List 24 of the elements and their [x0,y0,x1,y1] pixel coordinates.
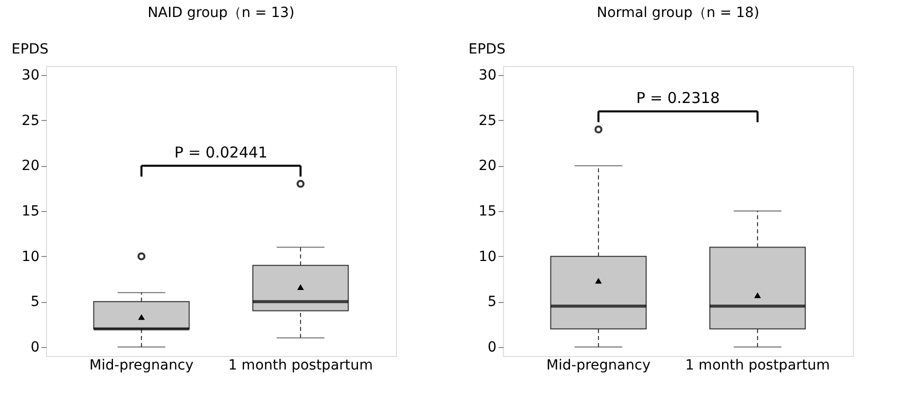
y-tick-label: 0 [488,339,496,356]
y-tick-label: 20 [22,158,40,174]
y-tick-label: 5 [488,294,496,310]
y-tick-label: 30 [22,68,40,84]
y-tick-label: 10 [478,248,496,265]
chart-title: NAID group（n = 13) [148,5,294,21]
y-tick-label: 25 [478,112,496,129]
x-tick-label: Mid-pregnancy [89,358,194,374]
chart-title: Normal group（n = 18) [596,5,760,21]
y-axis-title: EPDS [12,42,49,58]
y-tick-label: 10 [22,248,40,265]
x-tick-label: 1 month postpartum [228,358,373,374]
y-tick-label: 20 [478,158,496,174]
x-tick-label: 1 month postpartum [685,358,830,374]
y-tick-label: 25 [22,112,40,129]
annotation: P = 0.02441 [174,143,268,162]
y-tick-label: 30 [478,68,496,84]
x-tick-label: Mid-pregnancy [546,358,650,374]
y-tick-label: 15 [22,204,40,220]
annotation: P = 0.2318 [636,88,720,107]
y-tick-label: 15 [478,204,496,220]
y-axis-title: EPDS [468,42,506,58]
y-tick-label: 0 [30,339,40,356]
y-tick-label: 5 [30,294,40,310]
